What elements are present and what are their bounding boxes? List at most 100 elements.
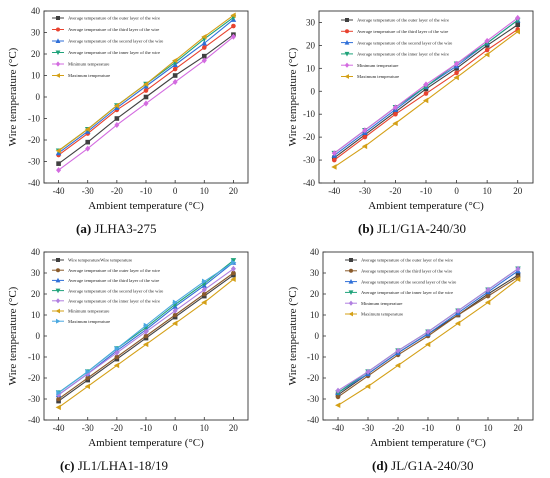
legend-marker <box>345 29 349 34</box>
legend-marker <box>56 318 61 324</box>
series-6 <box>55 12 236 154</box>
data-point <box>201 291 207 297</box>
y-tick-label: 30 <box>310 268 320 278</box>
data-point <box>423 97 429 104</box>
legend-marker <box>56 27 60 32</box>
y-tick-label: 40 <box>310 247 320 257</box>
data-point <box>365 383 371 390</box>
data-point <box>56 161 61 166</box>
legend: Wire temperatureWire temperature Average … <box>52 258 163 324</box>
data-point <box>231 23 236 29</box>
data-point <box>55 147 61 154</box>
data-point <box>201 299 207 306</box>
x-tick-label: 20 <box>229 423 239 433</box>
x-tick-label: 10 <box>484 423 494 433</box>
legend-marker <box>348 279 354 284</box>
data-point <box>84 383 91 390</box>
data-point <box>201 45 207 50</box>
series-2 <box>56 23 236 158</box>
legend-marker <box>55 277 61 283</box>
legend-entry: Average temperature of the second layer … <box>68 288 163 293</box>
data-point <box>331 164 337 170</box>
legend-marker <box>344 74 349 79</box>
data-point <box>485 293 491 299</box>
data-point <box>515 265 521 272</box>
x-tick-label: 0 <box>456 423 461 433</box>
data-point <box>143 100 149 107</box>
data-point <box>84 126 91 133</box>
data-point <box>113 102 120 109</box>
legend-entry: Average temperature of the inner layer o… <box>68 299 160 304</box>
data-point <box>201 286 207 293</box>
data-point <box>56 389 62 396</box>
x-tick-label: 0 <box>454 186 459 196</box>
data-point <box>395 347 401 354</box>
data-point <box>361 143 368 150</box>
data-point <box>114 349 120 356</box>
data-point <box>231 270 236 276</box>
caption-text: JL1/LHA1-18/19 <box>74 458 168 473</box>
series-5 <box>56 33 236 174</box>
data-point <box>143 328 149 335</box>
series-5 <box>331 14 521 157</box>
legend-entry: Average temperature of the second layer … <box>357 40 452 45</box>
data-point <box>143 333 149 339</box>
series-6 <box>331 28 521 170</box>
data-point <box>331 150 337 157</box>
x-axis-label: Ambient temperature (°C) <box>88 437 204 449</box>
y-tick-label: 10 <box>306 63 316 73</box>
data-point <box>454 70 459 76</box>
data-point <box>172 78 178 85</box>
legend-entry: Average temperature of the third layer o… <box>68 27 159 32</box>
legend-marker <box>344 51 350 57</box>
x-tick-label: 10 <box>200 423 210 433</box>
legend-marker <box>349 268 353 273</box>
legend-entry: Average temperature of the inner layer o… <box>68 50 160 55</box>
x-tick-label: -40 <box>332 423 344 433</box>
data-point <box>113 362 120 369</box>
data-point <box>335 387 341 394</box>
y-tick-label: 30 <box>306 17 316 27</box>
y-tick-label: 0 <box>315 331 320 341</box>
y-tick-label: 0 <box>36 331 41 341</box>
data-point <box>392 104 398 111</box>
data-point <box>484 47 490 53</box>
data-point <box>331 157 337 163</box>
data-point <box>114 354 120 360</box>
panel-caption: (c) JL1/LHA1-18/19 <box>60 458 168 473</box>
series-2 <box>331 27 521 163</box>
data-point <box>425 341 431 348</box>
y-tick-label: 30 <box>31 28 41 38</box>
x-tick-label: -20 <box>111 423 123 433</box>
panel-caption: (b) JL1/G1A-240/30 <box>358 221 466 236</box>
legend-entry: Average temperature of the outer layer o… <box>361 258 453 263</box>
y-tick-label: -20 <box>28 135 40 145</box>
data-point <box>114 121 120 128</box>
legend-entry: Maximum temperature <box>68 319 110 324</box>
data-point <box>143 341 149 348</box>
legend-marker <box>56 16 60 20</box>
legend-entry: Average temperature of the outer layer o… <box>68 268 160 273</box>
data-point <box>230 12 236 19</box>
y-tick-label: 40 <box>31 247 41 257</box>
legend-entry: Maximum temperature <box>357 74 399 79</box>
legend-entry: Average temperature of the outer layer o… <box>357 18 449 23</box>
series-6 <box>55 276 236 411</box>
chart-panel-b: -40 -30 -20 -10 0 10 20 -40 -30 -20 -10 0 10 20 30 Ambi… <box>287 10 534 236</box>
data-point <box>395 362 401 369</box>
x-tick-label: -40 <box>53 423 65 433</box>
data-point <box>515 14 521 21</box>
data-point <box>201 40 208 46</box>
x-tick-label: -20 <box>392 423 404 433</box>
caption-letter: (b) <box>358 221 374 236</box>
x-tick-label: -30 <box>82 423 94 433</box>
series-5 <box>335 265 521 394</box>
x-tick-label: -30 <box>359 186 371 196</box>
legend-entry: Minimum temperature <box>68 62 109 67</box>
data-point <box>172 320 178 327</box>
chart-panel-d: -40 -30 -20 -10 0 10 20 -40 -30 -20 -10 0 10 20 30 40 Am… <box>287 247 534 473</box>
legend-marker <box>55 50 61 56</box>
y-tick-label: -10 <box>307 352 319 362</box>
x-tick-label: -40 <box>328 186 340 196</box>
caption-letter: (a) <box>76 221 91 236</box>
